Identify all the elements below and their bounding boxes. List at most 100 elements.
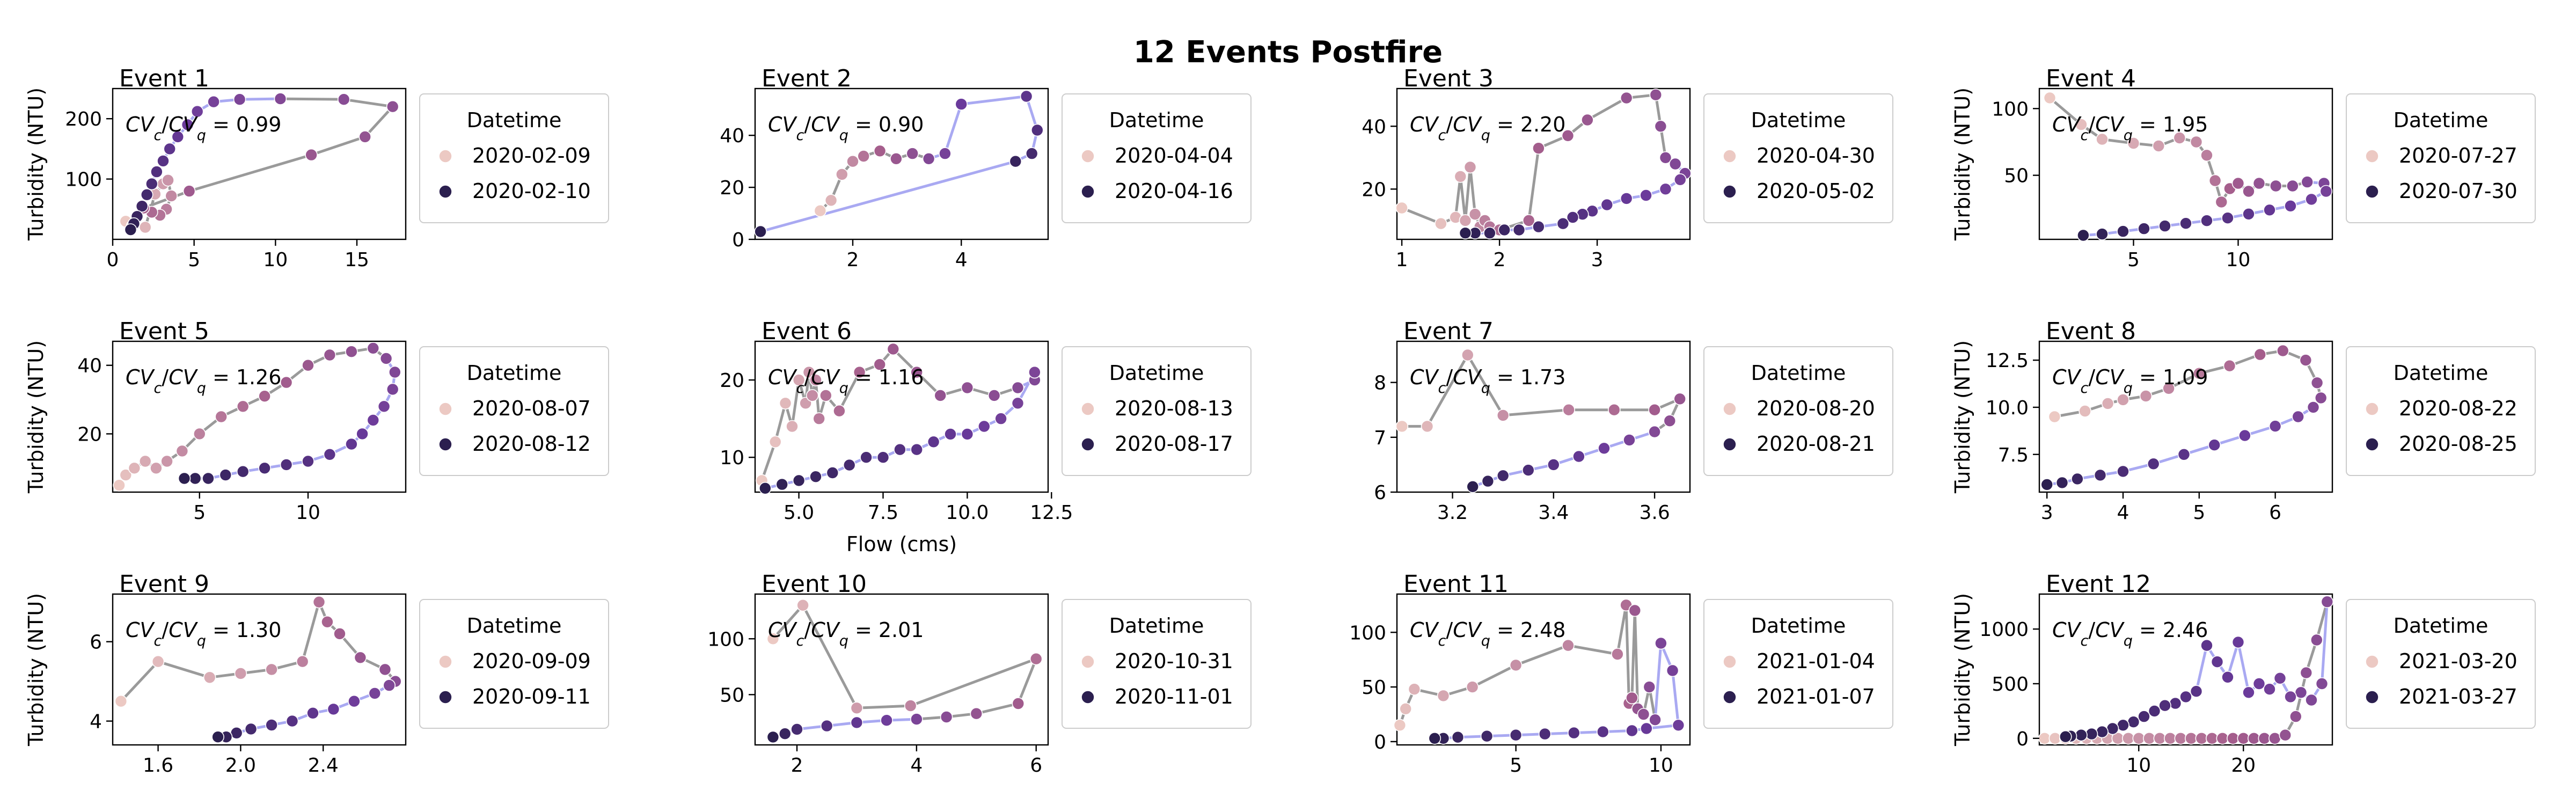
- data-point: [1399, 702, 1412, 715]
- y-tick-label: 7: [1374, 427, 1386, 449]
- legend-label: 2020-02-09: [472, 144, 591, 167]
- data-point: [1608, 403, 1621, 416]
- data-point: [904, 699, 917, 712]
- data-point: [2321, 595, 2334, 609]
- legend-label: 2021-01-07: [1757, 685, 1875, 708]
- legend: Datetime 2020-08-13 2020-08-17: [1062, 346, 1252, 476]
- data-point: [280, 458, 293, 471]
- legend: Datetime 2020-04-04 2020-04-16: [1062, 93, 1252, 223]
- legend-label: 2021-03-20: [2399, 649, 2518, 673]
- legend: Datetime 2020-10-31 2020-11-01: [1062, 599, 1252, 729]
- legend-marker: [438, 402, 452, 416]
- data-point: [337, 93, 350, 106]
- legend: Datetime 2021-01-04 2021-01-07: [1703, 599, 1893, 729]
- data-point: [2315, 677, 2329, 690]
- data-point: [2310, 633, 2323, 647]
- legend-marker: [438, 655, 452, 669]
- data-point: [2269, 179, 2282, 193]
- data-point: [1547, 458, 1560, 471]
- data-point: [2279, 728, 2292, 742]
- y-tick-label: 0: [1374, 731, 1386, 753]
- data-point: [873, 358, 886, 371]
- data-point: [2310, 376, 2324, 390]
- data-point: [906, 147, 919, 160]
- data-point: [2292, 410, 2305, 423]
- data-point: [2307, 401, 2320, 414]
- data-point: [1620, 91, 1633, 105]
- data-point: [857, 150, 870, 163]
- data-point: [769, 435, 782, 449]
- legend-box: [1062, 346, 1252, 476]
- data-point: [1538, 727, 1552, 741]
- data-point: [2208, 438, 2221, 452]
- data-point: [386, 383, 399, 396]
- y-axis-label: Turbidity (NTU): [24, 340, 48, 494]
- data-point: [754, 225, 767, 238]
- legend-label: 2020-10-31: [1115, 649, 1233, 673]
- data-point: [934, 389, 947, 402]
- data-point: [1466, 480, 1479, 493]
- data-point: [2117, 393, 2129, 406]
- chart-panel-12: 10 20 0 500 1000 Event 12 CVc/CVq = 2.46 Turbid…: [1951, 570, 2536, 777]
- y-tick-label: 100: [707, 628, 744, 650]
- axes-frame: [2038, 593, 2333, 746]
- data-point: [2273, 672, 2287, 685]
- panel-title: Event 6: [762, 318, 852, 345]
- legend-box: [2346, 93, 2536, 223]
- data-point: [766, 632, 780, 646]
- x-tick-label: 2: [847, 249, 859, 271]
- data-point: [2117, 719, 2129, 732]
- data-point: [1637, 708, 1650, 721]
- y-tick-label: 100: [65, 169, 102, 191]
- data-point: [348, 694, 361, 708]
- data-point: [814, 204, 827, 217]
- data-point: [2238, 429, 2251, 442]
- legend-label: 2020-02-10: [472, 179, 591, 203]
- data-point: [853, 365, 866, 379]
- legend: Datetime 2020-09-09 2020-09-11: [419, 599, 609, 729]
- data-point: [2158, 699, 2171, 712]
- y-tick-label: 4: [90, 711, 102, 733]
- data-point: [1663, 414, 1677, 428]
- data-point: [1480, 729, 1494, 743]
- axes-frame: [754, 340, 1049, 493]
- legend-title: Datetime: [1751, 361, 1846, 385]
- x-tick-label: 10: [2226, 249, 2251, 271]
- cv-ratio-annotation: CVc/CVq = 0.99: [126, 113, 281, 144]
- legend-title: Datetime: [2394, 614, 2489, 638]
- data-point: [354, 651, 367, 664]
- data-point: [2284, 199, 2297, 213]
- legend-marker: [438, 149, 452, 163]
- data-point: [1659, 182, 1672, 196]
- axes-frame: [1396, 87, 1691, 240]
- data-point: [244, 722, 258, 736]
- data-point: [1655, 636, 1667, 650]
- data-point: [1512, 223, 1526, 237]
- data-point: [1532, 220, 1545, 233]
- data-point: [2305, 693, 2318, 707]
- data-point: [2289, 710, 2302, 723]
- y-tick-label: 20: [77, 423, 102, 445]
- data-point: [2179, 217, 2192, 230]
- data-point: [302, 455, 314, 468]
- chart-panel-5: 5 10 20 40 Event 5 CVc/CVq = 1.26 Turbidity (N…: [24, 318, 609, 524]
- legend: Datetime 2020-08-07 2020-08-12: [419, 346, 609, 476]
- legend-label: 2020-07-30: [2399, 179, 2518, 203]
- data-point: [809, 374, 822, 386]
- data-point: [345, 345, 358, 358]
- data-point: [1496, 469, 1510, 482]
- legend-marker: [2365, 655, 2379, 669]
- panel-title: Event 7: [1403, 318, 1494, 345]
- data-point: [2096, 133, 2109, 146]
- data-point: [138, 455, 152, 468]
- data-point: [2299, 354, 2312, 367]
- data-point: [138, 221, 152, 234]
- data-point: [2127, 715, 2140, 728]
- data-point: [2071, 472, 2084, 486]
- x-tick-label: 4: [955, 249, 968, 271]
- data-point: [806, 389, 819, 402]
- x-tick-label: 7.5: [868, 502, 898, 524]
- data-point: [2231, 177, 2245, 190]
